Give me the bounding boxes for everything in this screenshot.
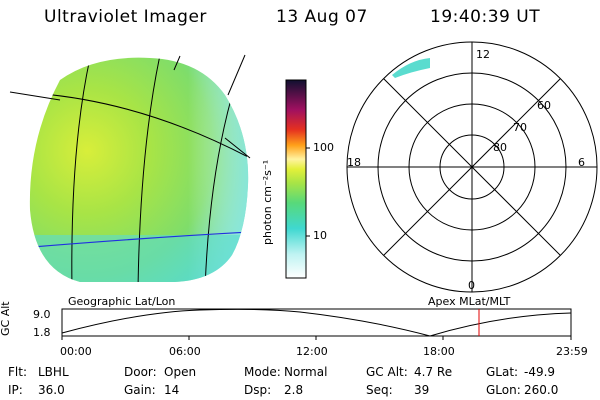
status1-value-2: Normal xyxy=(284,365,328,379)
status1-value-0: LBHL xyxy=(38,365,69,379)
mlt-label-12: 12 xyxy=(476,48,490,61)
status2-label-4: GLon: xyxy=(486,383,521,397)
lat-label-80: 80 xyxy=(493,141,507,154)
status2-value-2: 2.8 xyxy=(284,383,304,397)
status1-label-3: GC Alt: xyxy=(366,365,408,379)
altitude-ylabel: GC Alt xyxy=(0,301,12,336)
status2-value-1: 14 xyxy=(164,383,180,397)
status2-value-3: 39 xyxy=(414,383,430,397)
time-tick-0000: 00:00 xyxy=(60,345,92,358)
status2-label-3: Seq: xyxy=(366,383,393,397)
status1-value-3: 4.7 Re xyxy=(414,365,453,379)
lat-label-60: 60 xyxy=(537,99,551,112)
date-label: 13 Aug 07 xyxy=(276,7,368,27)
colorbar-tick-100: 100 xyxy=(313,141,334,154)
status2-value-4: 260.0 xyxy=(524,383,559,397)
time-tick-1200: 12:00 xyxy=(296,345,328,358)
status1-value-4: -49.9 xyxy=(524,365,556,379)
globe-caption: Geographic Lat/Lon xyxy=(68,295,176,308)
time-tick-1800: 18:00 xyxy=(423,345,455,358)
status2-label-2: Dsp: xyxy=(244,383,272,397)
time-label: 19:40:39 UT xyxy=(430,7,541,27)
status2-label-1: Gain: xyxy=(124,383,156,397)
status2-value-0: 36.0 xyxy=(38,383,65,397)
mlt-label-0: 0 xyxy=(468,279,475,292)
mlt-label-6: 6 xyxy=(578,156,585,169)
status2-label-0: IP: xyxy=(8,383,23,397)
status1-label-1: Door: xyxy=(124,365,157,379)
status1-label-0: Flt: xyxy=(8,365,27,379)
time-tick-2359: 23:59 xyxy=(556,345,588,358)
colorbar-tick-10: 10 xyxy=(313,229,327,242)
lat-label-70: 70 xyxy=(513,121,527,134)
altitude-ytick-9: 9.0 xyxy=(33,308,51,321)
mlt-label-18: 18 xyxy=(347,156,361,169)
status1-label-4: GLat: xyxy=(486,365,519,379)
instrument-title: Ultraviolet Imager xyxy=(44,7,207,27)
status1-label-2: Mode: xyxy=(244,365,281,379)
altitude-ytick-1-8: 1.8 xyxy=(33,326,51,339)
polar-caption: Apex MLat/MLT xyxy=(428,295,511,308)
time-tick-0600: 06:00 xyxy=(169,345,201,358)
status1-value-1: Open xyxy=(164,365,197,379)
